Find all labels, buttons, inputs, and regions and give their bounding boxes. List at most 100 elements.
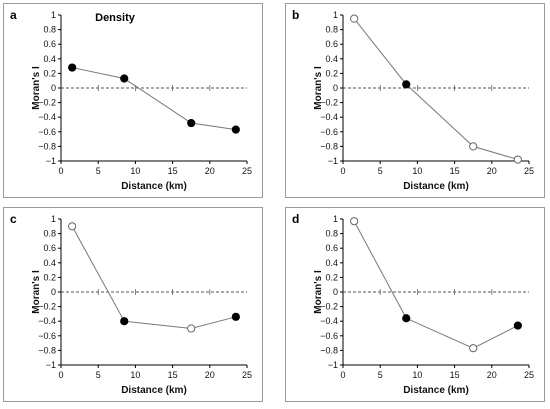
- y-tick-label: −0.4: [320, 316, 338, 326]
- data-point: [120, 317, 129, 326]
- x-tick-label: 10: [412, 370, 422, 380]
- x-tick-label: 5: [378, 370, 383, 380]
- panel-label: b: [292, 8, 299, 22]
- chart-svg-b: 10.80.60.40.20−0.2−0.4−0.6−0.8−10 5 10 15 20…: [285, 3, 545, 198]
- y-tick-label: 0.6: [325, 39, 338, 49]
- data-point: [350, 14, 359, 23]
- data-point: [513, 155, 522, 164]
- data-point: [231, 312, 240, 321]
- data-point: [469, 142, 478, 151]
- chart-svg-c: 10.80.60.40.20−0.2−0.4−0.6−0.8−10 5 10 15 20…: [3, 207, 263, 402]
- y-tick-label: −0.6: [320, 127, 338, 137]
- y-tick-label: 0.8: [325, 229, 338, 239]
- y-tick-label: −1: [328, 156, 338, 166]
- chart-panel-d: 1 0.8 0.6 0.4 0.2 0 −0.2 −0.4 −0.6 −0.8 −1 0 5 10 15 20…: [285, 207, 545, 402]
- data-point: [68, 222, 77, 231]
- panel-label: a: [10, 8, 17, 22]
- x-tick-label: 20: [487, 370, 497, 380]
- y-tick-label: −1: [46, 360, 56, 370]
- y-axis-title: Moran's I: [313, 270, 324, 314]
- panel-frame: [3, 207, 263, 402]
- x-tick-label: 15: [450, 370, 460, 380]
- y-tick-label: 0: [333, 287, 338, 297]
- y-tick-label: 1: [333, 214, 338, 224]
- panel-label: d: [292, 212, 299, 226]
- panel-frame: [3, 3, 263, 198]
- data-point: [402, 80, 411, 89]
- x-tick-label: 5: [378, 166, 383, 176]
- data-point: [187, 324, 196, 333]
- x-tick-label: 25: [524, 166, 534, 176]
- x-tick-label: 0: [340, 370, 345, 380]
- y-tick-label: 0: [51, 83, 56, 93]
- y-tick-label: 0.8: [43, 229, 56, 239]
- y-tick-label: 1: [51, 10, 56, 20]
- x-axis-title: Distance (km): [403, 181, 469, 192]
- x-tick-label: 0: [340, 166, 345, 176]
- y-tick-label: −0.4: [38, 112, 56, 122]
- series-line: [72, 67, 236, 131]
- y-tick-label: 0: [51, 287, 56, 297]
- data-point: [187, 118, 196, 128]
- y-tick-label: 1: [333, 10, 338, 20]
- chart-svg-d: 10.80.60.40.20−0.2−0.4−0.6−0.8−10 5 10 15 20…: [285, 207, 545, 402]
- y-tick-label: 0.4: [43, 54, 56, 64]
- y-tick-label: 0.4: [43, 258, 56, 268]
- x-axis-title: Distance (km): [121, 181, 187, 192]
- chart-svg-a: 10.80.60.40.20−0.2−0.4−0.6−0.8−10 5 10 15 20…: [3, 3, 263, 198]
- x-tick-label: 25: [524, 370, 534, 380]
- series-line: [71, 226, 236, 330]
- y-tick-label: 0.2: [43, 272, 56, 282]
- x-tick-label: 0: [58, 370, 63, 380]
- chart-title: Density: [95, 12, 136, 24]
- x-tick-label: 25: [242, 370, 252, 380]
- panel-frame: [285, 3, 545, 198]
- y-tick-label: −0.8: [38, 345, 56, 355]
- chart-panel-a: 1 0.8 0.6 0.4 0.2 0 −0.2 −0.4 −0.6 −0.8 −1 0 5 10 15 20…: [3, 3, 263, 198]
- series-line: [353, 18, 518, 161]
- x-tick-label: 15: [450, 166, 460, 176]
- y-tick-label: −0.2: [320, 302, 338, 312]
- y-tick-label: −0.8: [38, 141, 56, 151]
- y-tick-label: −0.8: [320, 345, 338, 355]
- x-tick-label: 20: [205, 370, 215, 380]
- series-line: [353, 220, 519, 349]
- y-tick-label: −0.8: [320, 141, 338, 151]
- x-axis-title: Distance (km): [121, 385, 187, 396]
- y-tick-label: 0.8: [325, 25, 338, 35]
- y-tick-label: 0.8: [43, 25, 56, 35]
- data-point: [120, 74, 129, 83]
- data-point: [68, 63, 77, 72]
- x-tick-label: 20: [487, 166, 497, 176]
- y-tick-label: −0.4: [320, 112, 338, 122]
- y-axis-title: Moran's I: [31, 270, 42, 314]
- data-point: [402, 314, 411, 323]
- y-tick-label: 0.4: [325, 258, 338, 268]
- x-tick-label: 10: [130, 370, 140, 380]
- x-tick-label: 25: [242, 166, 252, 176]
- x-tick-label: 15: [168, 370, 178, 380]
- y-axis-title: Moran's I: [31, 66, 42, 110]
- y-tick-label: 0: [333, 83, 338, 93]
- y-tick-label: 0.6: [43, 243, 56, 253]
- y-tick-label: 0.2: [43, 68, 56, 78]
- y-tick-label: −0.6: [320, 331, 338, 341]
- y-tick-label: −0.4: [38, 316, 56, 326]
- data-point: [231, 125, 240, 134]
- y-tick-label: 0.6: [43, 39, 56, 49]
- data-point: [469, 344, 478, 353]
- y-tick-label: 0.2: [325, 68, 338, 78]
- y-tick-label: −0.6: [38, 127, 56, 137]
- y-tick-label: −0.6: [38, 331, 56, 341]
- y-tick-label: 0.2: [325, 272, 338, 282]
- data-point: [350, 217, 359, 226]
- y-tick-label: −0.2: [38, 302, 56, 312]
- y-tick-label: −0.2: [320, 98, 338, 108]
- y-tick-label: 0.4: [325, 54, 338, 64]
- y-axis-title: Moran's I: [313, 66, 324, 110]
- y-tick-label: −1: [328, 360, 338, 370]
- panel-frame: [285, 207, 545, 402]
- x-tick-label: 10: [130, 166, 140, 176]
- x-tick-label: 5: [96, 166, 101, 176]
- y-tick-label: −1: [46, 156, 56, 166]
